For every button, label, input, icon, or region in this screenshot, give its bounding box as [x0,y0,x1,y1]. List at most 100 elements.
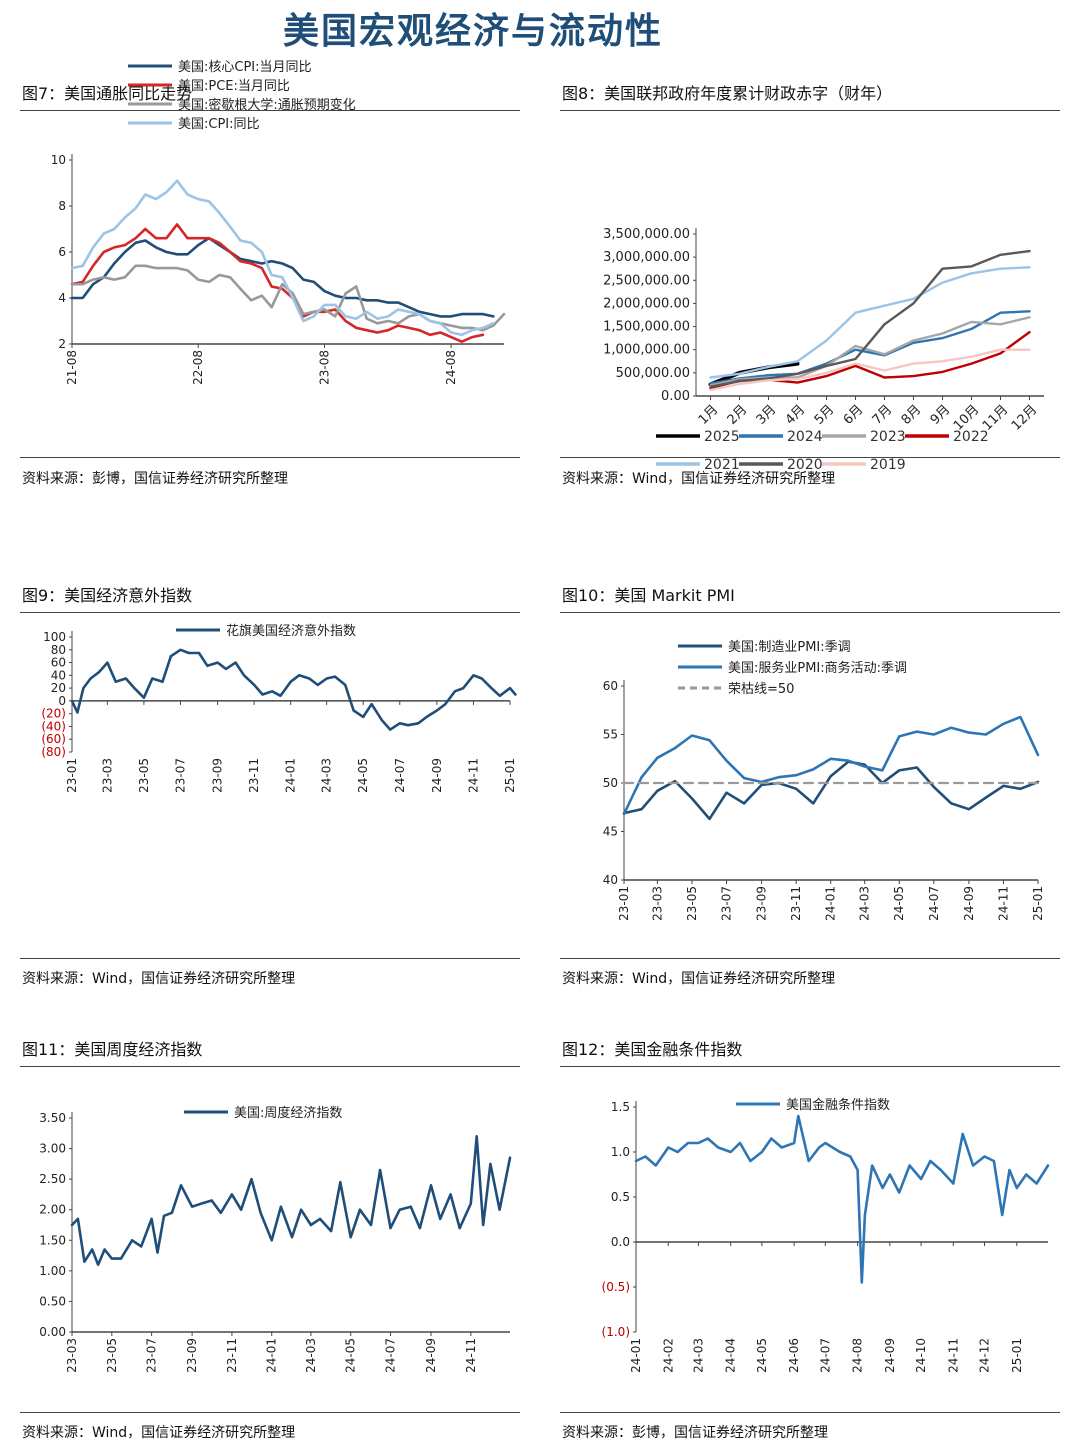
x-tick-label: 24-01 [265,1338,279,1373]
y-tick-label: (60) [41,732,66,746]
divider [20,1066,520,1067]
x-tick-label: 7月 [870,402,896,428]
panel-pmi: 图10：美国 Markit PMI 40 45 50 55 60 23-01 23-03 23… [560,582,1060,994]
series-line [70,236,495,318]
chart-title: 图8：美国联邦政府年度累计财政赤字（财年） [562,84,893,103]
x-tick-label: 23-01 [65,758,79,793]
source-note: 资料来源：Wind，国信证券经济研究所整理 [562,971,836,987]
series-line [70,223,485,343]
legend-label: 美国:PCE:当月同比 [178,79,290,94]
source-note: 资料来源：彭博，国信证券经济研究所整理 [562,1425,828,1441]
legend-label: 2019 [870,457,906,473]
divider [20,457,520,458]
x-tick-label: 24-07 [384,1338,398,1373]
x-tick-label: 8月 [899,402,925,428]
x-tick-label: 25-01 [1031,886,1045,921]
y-tick-label: 0.50 [39,1294,66,1308]
x-tick-label: 24-11 [946,1338,960,1373]
chart-title: 图12：美国金融条件指数 [562,1040,743,1059]
x-tick-label: 24-05 [344,1338,358,1373]
financial-conditions-chart: (1.0) (0.5) 0.0 0.5 1.0 1.5 24-01 24-02 24-03 24-… [602,1097,1050,1373]
divider [560,612,1060,613]
x-tick-label: 23-05 [685,886,699,921]
x-tick-label: 24-01 [629,1338,643,1373]
x-tick-label: 24-03 [691,1338,705,1373]
x-tick-label: 24-01 [824,886,838,921]
legend-label: 美国:制造业PMI:季调 [728,640,851,655]
legend-label: 荣枯线=50 [728,682,794,697]
y-tick-label: 0.0 [611,1235,630,1249]
x-tick-label: 24-01 [284,758,298,793]
y-tick-label: (80) [41,745,66,759]
panel-inflation: 图7：美国通胀同比走势 2 4 6 8 10 21-08 22-08 23-08 24-08 美国… [20,60,520,492]
source-note: 资料来源：Wind，国信证券经济研究所整理 [22,1425,296,1441]
x-tick-label: 25-01 [503,758,517,793]
x-tick-label: 24-11 [466,758,480,793]
y-tick-label: 45 [603,825,618,839]
y-tick-label: 3,500,000.00 [603,227,690,242]
source-note: 资料来源：Wind，国信证券经济研究所整理 [22,971,296,987]
x-tick-label: 24-07 [393,758,407,793]
x-tick-label: 24-11 [464,1338,478,1373]
y-tick-label: 2,500,000.00 [603,273,690,288]
legend-label: 美国金融条件指数 [786,1097,890,1113]
x-tick-label: 23-11 [225,1338,239,1373]
x-tick-label: 23-11 [247,758,261,793]
x-tick-label: 12月 [1009,402,1040,433]
x-tick-label: 24-05 [755,1338,769,1373]
x-tick-label: 23-07 [720,886,734,921]
series-line [70,648,517,731]
y-tick-label: 1.00 [39,1264,66,1278]
y-tick-label: 6 [58,245,66,259]
y-tick-label: 1.5 [611,1100,630,1114]
series-line [70,179,495,337]
source-note: 资料来源：Wind，国信证券经济研究所整理 [562,471,836,487]
y-tick-label: 3.00 [39,1142,66,1156]
pmi-chart: 40 45 50 55 60 23-01 23-03 23-05 23-07 23-09 23-11… [603,640,1045,921]
legend-label: 2023 [870,429,906,445]
x-tick-label: 24-03 [320,758,334,793]
y-tick-label: 60 [603,679,618,693]
y-tick-label: (0.5) [602,1280,630,1294]
divider [560,457,1060,458]
divider [560,1412,1060,1413]
x-tick-label: 23-08 [317,350,331,385]
x-tick-label: 23-09 [211,758,225,793]
panel-financial-conditions: 图12：美国金融条件指数 (1.0) (0.5) 0.0 0.5 1.0 1.5 24-01… [560,1036,1060,1448]
series-line [634,1114,1050,1284]
x-tick-label: 22-08 [191,350,205,385]
divider [20,958,520,959]
x-tick-label: 24-06 [787,1338,801,1373]
y-tick-label: 0.5 [611,1190,630,1204]
y-tick-label: 80 [51,643,66,657]
y-tick-label: 60 [51,656,66,670]
legend-label: 美国:密歇根大学:通胀预期变化 [178,97,356,113]
x-tick-label: 24-10 [914,1338,928,1373]
divider [20,1412,520,1413]
x-tick-label: 23-05 [105,1338,119,1373]
x-tick-label: 23-11 [789,886,803,921]
x-tick-label: 23-03 [650,886,664,921]
series-line [709,310,1031,385]
y-tick-label: 100 [43,630,66,644]
x-tick-label: 3月 [754,402,780,428]
y-tick-label: 2 [58,337,66,351]
chart-title: 图10：美国 Markit PMI [562,586,735,605]
legend-label: 美国:服务业PMI:商务活动:季调 [728,660,907,676]
x-tick-label: 24-03 [858,886,872,921]
deficit-chart: 0.00 500,000.00 1,000,000.00 1,500,000.00 2,… [603,227,1044,473]
y-tick-label: 40 [51,668,66,682]
y-tick-label: 2.50 [39,1172,66,1186]
y-tick-label: (20) [41,707,66,721]
y-tick-label: (40) [41,719,66,733]
x-tick-label: 24-12 [978,1338,992,1373]
legend-label: 美国:核心CPI:当月同比 [178,60,312,75]
chart-title: 图9：美国经济意外指数 [22,586,193,605]
series-line [709,266,1031,379]
x-tick-label: 23-05 [137,758,151,793]
x-tick-label: 21-08 [65,350,79,385]
divider [560,1066,1060,1067]
weekly-index-chart: 0.00 0.50 1.00 1.50 2.00 2.50 3.00 3.50 23-03 23-… [39,1105,512,1373]
legend-label: 2025 [704,429,740,445]
